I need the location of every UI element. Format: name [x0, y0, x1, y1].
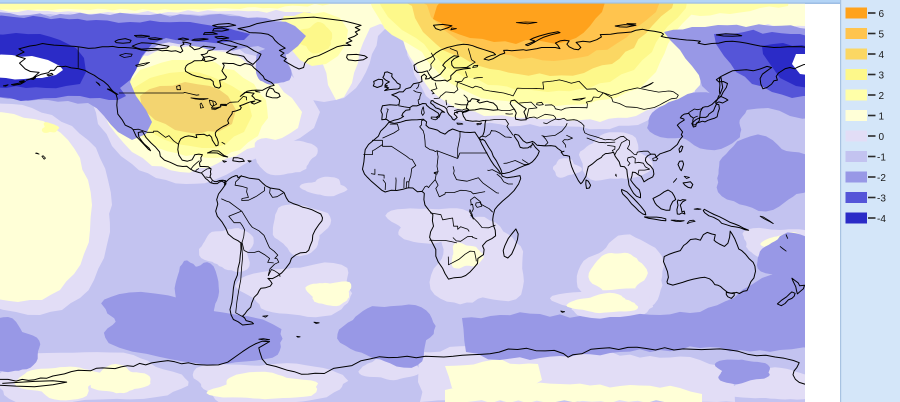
svg-text:-3: -3 — [877, 193, 886, 204]
svg-text:3: 3 — [879, 70, 885, 81]
svg-text:-2: -2 — [877, 173, 886, 184]
svg-text:1: 1 — [879, 111, 885, 122]
svg-text:0: 0 — [879, 132, 885, 143]
svg-text:-1: -1 — [877, 152, 886, 163]
svg-text:-4: -4 — [877, 214, 886, 225]
svg-text:5: 5 — [879, 29, 885, 40]
svg-text:4: 4 — [879, 50, 885, 61]
svg-text:6: 6 — [879, 9, 885, 20]
svg-text:2: 2 — [879, 91, 885, 102]
